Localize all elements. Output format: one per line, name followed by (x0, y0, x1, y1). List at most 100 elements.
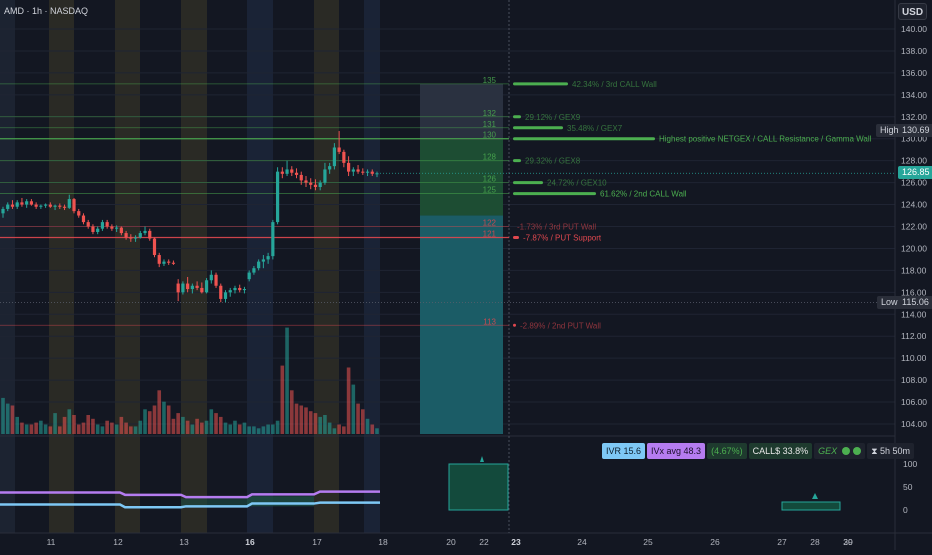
session-band (207, 0, 247, 533)
candle-body (266, 256, 270, 260)
candle-body (280, 171, 284, 174)
volume-bar (256, 428, 261, 434)
candle-body (313, 184, 318, 187)
candle-body (124, 233, 128, 238)
volume-bar (351, 384, 356, 434)
level-label: -2.89% / 2nd PUT Wall (520, 321, 601, 330)
candle-body (15, 202, 19, 207)
candle-body (204, 280, 209, 293)
indicator-tick: 100 (903, 459, 917, 469)
hourglass-icon: ⧗ (871, 446, 878, 456)
volume-bar (237, 424, 242, 434)
candle-body (209, 274, 213, 281)
candle-body (328, 166, 332, 170)
price-tick: 136.00 (901, 68, 927, 78)
session-band (181, 0, 207, 533)
volume-bar (308, 411, 313, 434)
candle-body (167, 261, 171, 263)
time-tick: 29 (843, 537, 853, 547)
low-label: Low (877, 296, 902, 309)
volume-bar (337, 424, 341, 434)
volume-bar (356, 403, 360, 434)
candle-body (77, 211, 81, 216)
level-number: 132 (483, 109, 497, 118)
candle-body (370, 171, 374, 174)
price-tick: 126.00 (901, 178, 927, 188)
volume-bar (24, 424, 29, 434)
volume-bar (313, 413, 318, 434)
session-band (140, 0, 181, 533)
candle-body (62, 206, 67, 208)
volume-bar (34, 422, 38, 434)
volume-bar (1, 397, 5, 434)
indicator-fill (181, 498, 247, 507)
volume-bar (58, 426, 62, 434)
level-number: 122 (483, 219, 497, 228)
indicator-tick: 50 (903, 482, 913, 492)
gex-box (781, 501, 841, 511)
level-bar (513, 323, 516, 327)
candle-body (219, 285, 223, 299)
price-tick: 104.00 (901, 419, 927, 429)
price-tick: 116.00 (901, 287, 927, 297)
price-tick: 114.00 (901, 309, 927, 319)
candle-body (318, 182, 322, 187)
candle-body (342, 151, 346, 163)
volume-bar (72, 415, 76, 434)
candle-body (129, 237, 133, 239)
candle-body (356, 169, 360, 172)
candle-body (6, 204, 10, 209)
gex-badge: GEX (814, 443, 866, 459)
volume-bar (190, 424, 195, 434)
volume-bar (294, 403, 299, 434)
volume-bar (133, 426, 138, 434)
candle-body (290, 169, 294, 173)
candle-body (294, 172, 299, 175)
level-label: 24.72% / GEX10 (547, 179, 607, 188)
volume-bar (171, 418, 176, 434)
level-bar (513, 192, 596, 196)
candle-body (115, 227, 119, 229)
candle-body (171, 262, 176, 264)
volume-bar (261, 426, 266, 434)
volume-bar (247, 426, 251, 434)
timer-badge: ⧗ 5h 50m (867, 443, 915, 459)
up-arrow-icon (480, 456, 484, 462)
volume-bar (110, 422, 114, 434)
high-label: High (876, 124, 903, 137)
candle-body (190, 285, 194, 290)
indicator-tick: 0 (903, 505, 908, 515)
time-tick: 24 (577, 537, 587, 547)
time-tick: 17 (312, 537, 322, 547)
price-tick: 120.00 (901, 243, 927, 253)
volume-bar (5, 403, 10, 434)
session-band (314, 0, 339, 533)
volume-bar (242, 422, 247, 434)
time-tick: 20 (446, 537, 456, 547)
time-tick: 25 (643, 537, 653, 547)
level-number: 126 (483, 175, 497, 184)
level-number: 125 (483, 186, 497, 195)
volume-bar (76, 424, 81, 434)
volume-bar (233, 420, 237, 434)
time-tick: 30 (843, 537, 853, 547)
candle-body (285, 169, 289, 174)
candle-body (48, 204, 52, 207)
zone-call (420, 139, 503, 216)
level-label: -1.73% / 3rd PUT Wall (517, 223, 596, 232)
candle-body (309, 182, 313, 185)
price-tick: 124.00 (901, 200, 927, 210)
change-badge: (4.67%) (707, 443, 747, 459)
candle-body (110, 226, 114, 229)
level-number: 131 (483, 120, 497, 129)
time-tick: 28 (810, 537, 820, 547)
volume-bar (266, 424, 270, 434)
session-band (74, 0, 115, 533)
candle-body (337, 147, 341, 152)
price-tick: 138.00 (901, 46, 927, 56)
price-tick: 122.00 (901, 222, 927, 232)
session-band (15, 0, 49, 533)
currency-button[interactable]: USD (898, 3, 927, 20)
